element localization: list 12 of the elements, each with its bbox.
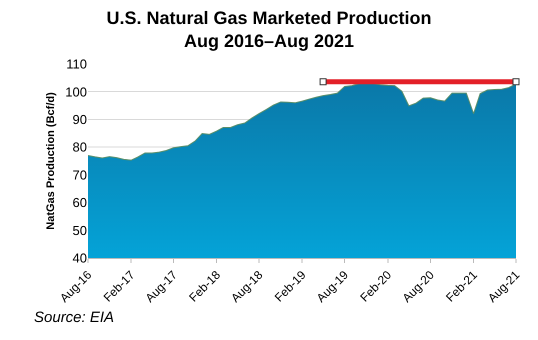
y-tick-label: 40 — [72, 250, 87, 266]
y-axis-title: NatGas Production (Bcf/d) — [44, 92, 57, 230]
chart-subtitle: Aug 2016–Aug 2021 — [184, 31, 354, 52]
source-note: Source: EIA — [34, 309, 114, 326]
y-tick-label: 70 — [72, 167, 87, 182]
y-tick-label: 50 — [72, 222, 87, 238]
y-tick-label: 80 — [72, 140, 87, 155]
y-tick-label: 110 — [66, 56, 87, 72]
y-tick-label: 100 — [65, 84, 87, 100]
chart-title: U.S. Natural Gas Marketed Production — [106, 8, 432, 28]
y-tick-label: 60 — [72, 195, 87, 210]
y-tick-label: 90 — [72, 112, 87, 127]
